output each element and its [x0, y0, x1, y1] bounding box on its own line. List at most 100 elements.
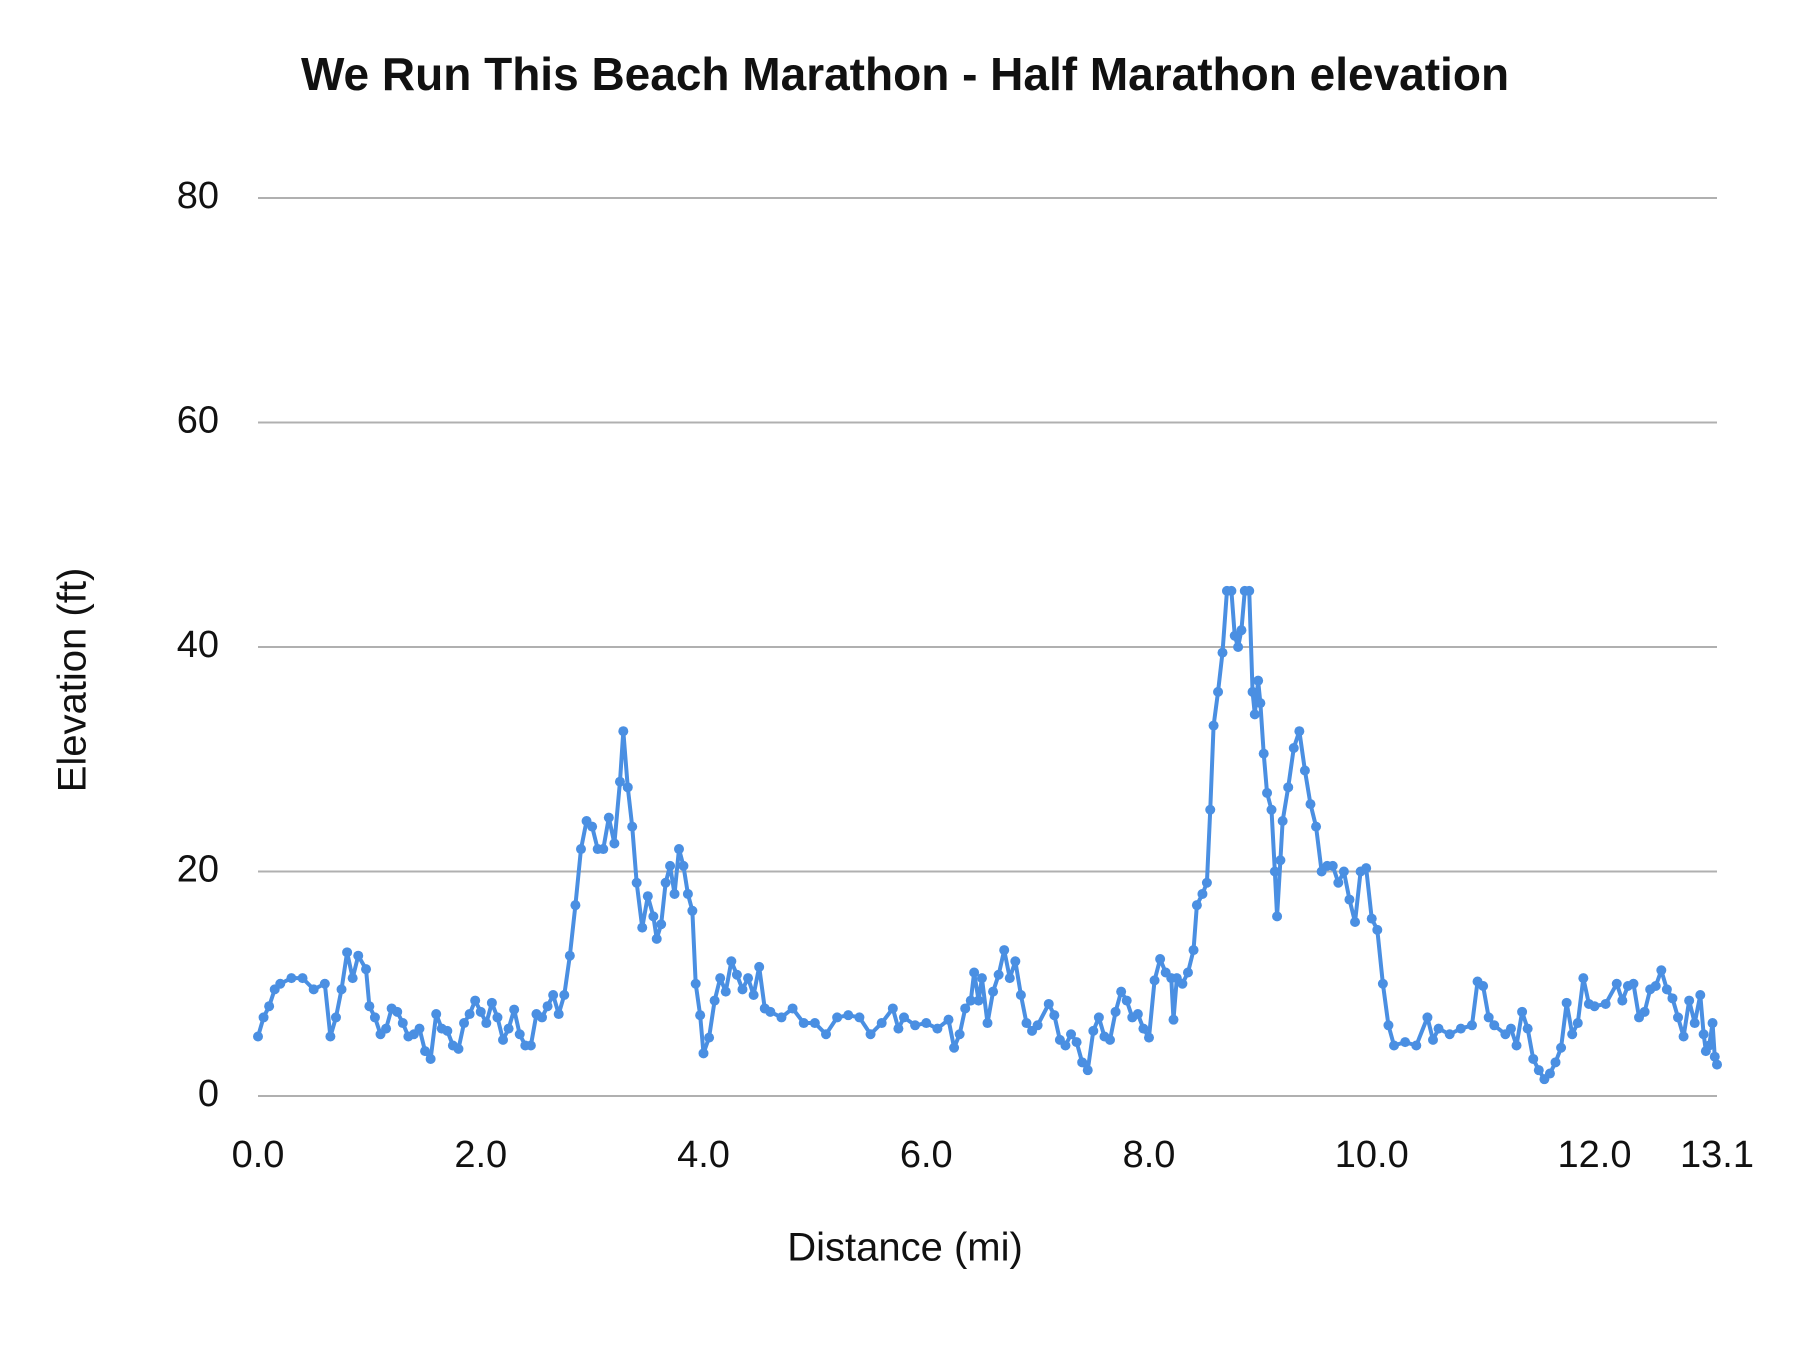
data-point	[921, 1018, 932, 1029]
data-point	[854, 1012, 865, 1023]
data-point	[1511, 1040, 1522, 1051]
data-point	[297, 973, 308, 984]
data-point	[575, 844, 586, 855]
data-point	[1578, 973, 1589, 984]
data-point	[1236, 625, 1247, 636]
data-point	[1010, 956, 1021, 967]
data-point	[1411, 1040, 1422, 1051]
data-point	[464, 1009, 475, 1020]
data-point	[1684, 995, 1695, 1006]
data-point	[748, 989, 759, 1000]
data-point	[542, 1001, 553, 1012]
data-point	[1188, 945, 1199, 956]
data-point	[397, 1018, 408, 1029]
data-point	[993, 969, 1004, 980]
data-point	[1689, 1018, 1700, 1029]
x-tick-label: 10.0	[1335, 1134, 1409, 1176]
data-point	[887, 1003, 898, 1014]
data-point	[776, 1012, 787, 1023]
data-point	[308, 984, 319, 995]
data-point	[1522, 1023, 1533, 1034]
data-point	[943, 1014, 954, 1025]
data-point	[336, 984, 347, 995]
data-point	[999, 945, 1010, 956]
data-point	[932, 1023, 943, 1034]
data-point	[1517, 1006, 1528, 1017]
data-point	[651, 933, 662, 944]
data-point	[1704, 1040, 1715, 1051]
data-point	[537, 1012, 548, 1023]
data-point	[1611, 978, 1622, 989]
data-point	[695, 1010, 706, 1021]
data-point	[1422, 1012, 1433, 1023]
data-point	[1344, 894, 1355, 905]
data-point	[1466, 1020, 1477, 1031]
data-point	[969, 967, 980, 978]
data-point	[1277, 815, 1288, 826]
data-point	[392, 1006, 403, 1017]
data-point	[325, 1031, 336, 1042]
x-tick-label: 0.0	[232, 1134, 285, 1176]
data-point	[1572, 1018, 1583, 1029]
data-point	[618, 726, 629, 737]
data-point	[656, 919, 667, 930]
data-point	[1149, 975, 1160, 986]
y-tick-label: 20	[177, 849, 219, 891]
data-point	[1004, 973, 1015, 984]
data-point	[525, 1040, 536, 1051]
data-point	[559, 989, 570, 1000]
data-point	[1400, 1037, 1411, 1048]
x-tick-label: 13.1	[1680, 1134, 1754, 1176]
data-point	[765, 1006, 776, 1017]
y-tick-label: 40	[177, 624, 219, 666]
data-point	[1229, 630, 1240, 641]
data-point	[364, 1001, 375, 1012]
data-point	[347, 973, 358, 984]
data-point	[704, 1032, 715, 1043]
data-point	[1589, 1001, 1600, 1012]
data-point	[973, 995, 984, 1006]
data-point	[1177, 978, 1188, 989]
data-point	[1544, 1068, 1555, 1079]
x-tick-label: 2.0	[454, 1134, 507, 1176]
data-point	[1213, 686, 1224, 697]
data-point	[1698, 1029, 1709, 1040]
data-point	[275, 978, 286, 989]
data-point	[1366, 913, 1377, 924]
data-point	[660, 877, 671, 888]
data-point	[548, 989, 559, 1000]
data-point	[1299, 765, 1310, 776]
data-point	[1132, 1009, 1143, 1020]
data-point	[425, 1053, 436, 1064]
data-point	[1433, 1023, 1444, 1034]
y-axis-title: Elevation (ft)	[51, 568, 95, 793]
data-point	[1361, 863, 1372, 874]
data-point	[1244, 585, 1255, 596]
data-point	[1533, 1065, 1544, 1076]
data-point	[1288, 743, 1299, 754]
y-tick-label: 80	[177, 175, 219, 217]
data-point	[509, 1004, 520, 1015]
data-point	[682, 888, 693, 899]
data-point	[1032, 1020, 1043, 1031]
data-point	[1707, 1018, 1718, 1029]
data-point	[642, 891, 653, 902]
data-point	[492, 1012, 503, 1023]
data-point	[1143, 1032, 1154, 1043]
data-point	[637, 922, 648, 933]
x-tick-label: 12.0	[1558, 1134, 1632, 1176]
data-point	[1269, 866, 1280, 877]
data-point	[1283, 782, 1294, 793]
data-point	[1015, 989, 1026, 1000]
data-point	[1138, 1023, 1149, 1034]
data-point	[1389, 1040, 1400, 1051]
data-point	[381, 1023, 392, 1034]
data-point	[570, 900, 581, 911]
data-point	[1021, 1018, 1032, 1029]
x-axis-title: Distance (mi)	[787, 1226, 1023, 1270]
data-point	[1617, 995, 1628, 1006]
data-point	[1088, 1025, 1099, 1036]
data-point	[1116, 986, 1127, 997]
data-point	[1272, 911, 1283, 922]
